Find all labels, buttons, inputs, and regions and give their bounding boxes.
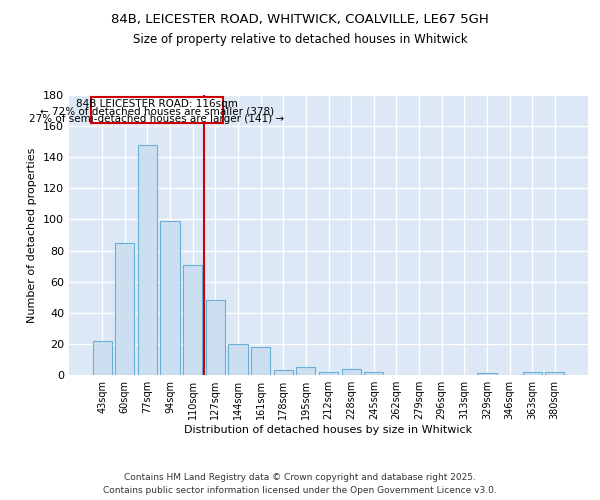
- Text: Size of property relative to detached houses in Whitwick: Size of property relative to detached ho…: [133, 32, 467, 46]
- Bar: [251, 347, 270, 375]
- Text: 84B LEICESTER ROAD: 116sqm: 84B LEICESTER ROAD: 116sqm: [76, 99, 238, 109]
- Bar: [138, 145, 157, 375]
- Bar: [92, 341, 112, 375]
- Bar: [319, 372, 338, 375]
- Y-axis label: Number of detached properties: Number of detached properties: [28, 148, 37, 322]
- Bar: [523, 372, 542, 375]
- Bar: [206, 300, 225, 375]
- Bar: [341, 369, 361, 375]
- FancyBboxPatch shape: [91, 96, 223, 123]
- Bar: [477, 374, 497, 375]
- X-axis label: Distribution of detached houses by size in Whitwick: Distribution of detached houses by size …: [184, 425, 473, 435]
- Bar: [115, 243, 134, 375]
- Bar: [160, 221, 180, 375]
- Text: ← 72% of detached houses are smaller (378): ← 72% of detached houses are smaller (37…: [40, 106, 274, 117]
- Bar: [183, 264, 202, 375]
- Text: Contains public sector information licensed under the Open Government Licence v3: Contains public sector information licen…: [103, 486, 497, 495]
- Text: 84B, LEICESTER ROAD, WHITWICK, COALVILLE, LE67 5GH: 84B, LEICESTER ROAD, WHITWICK, COALVILLE…: [111, 12, 489, 26]
- Bar: [296, 367, 316, 375]
- Text: Contains HM Land Registry data © Crown copyright and database right 2025.: Contains HM Land Registry data © Crown c…: [124, 472, 476, 482]
- Bar: [364, 372, 383, 375]
- Bar: [274, 370, 293, 375]
- Bar: [545, 372, 565, 375]
- Bar: [229, 344, 248, 375]
- Text: 27% of semi-detached houses are larger (141) →: 27% of semi-detached houses are larger (…: [29, 114, 284, 124]
